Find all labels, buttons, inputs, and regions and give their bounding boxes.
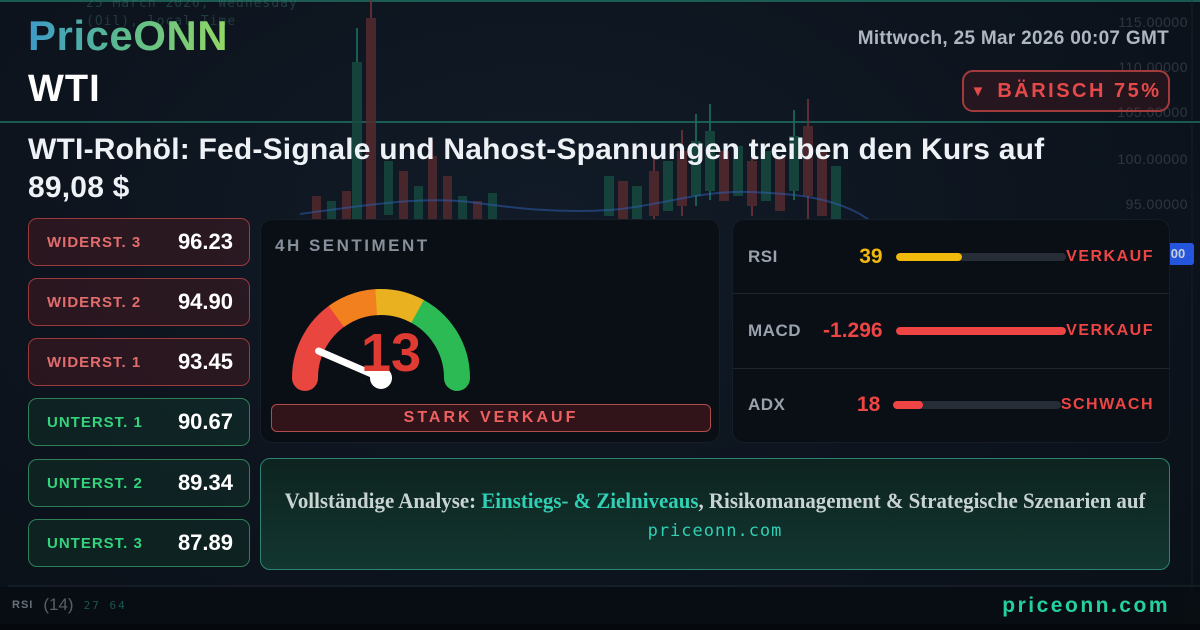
level-value: 93.45 bbox=[177, 349, 233, 374]
sentiment-value: 13 bbox=[361, 323, 422, 383]
level-value: 87.89 bbox=[177, 530, 233, 555]
rsi-watermark-values: 27 64 bbox=[83, 598, 127, 612]
indicator-bar-fill bbox=[895, 252, 963, 261]
level-label: WIDERST. 1 bbox=[47, 353, 142, 371]
indicator-name: ADX bbox=[748, 395, 786, 415]
sentiment-title: 4H SENTIMENT bbox=[275, 236, 430, 255]
banner-highlight: Einstiegs- & Zielniveaus bbox=[481, 487, 699, 513]
rsi-watermark-label: RSI bbox=[12, 599, 34, 611]
level-label: UNTERST. 1 bbox=[47, 413, 143, 431]
badge-label: BÄRISCH 75% bbox=[997, 79, 1162, 102]
indicator-row-rsi: RSI 39 VERKAUF bbox=[733, 220, 1169, 293]
level-value: 89.34 bbox=[177, 470, 233, 495]
axis-price-label: 115.00000 bbox=[1118, 14, 1188, 30]
banner-domain-link[interactable]: priceonn.com bbox=[647, 520, 783, 541]
headline: WTI-Rohöl: Fed-Signale und Nahost-Spannu… bbox=[28, 133, 1045, 204]
footer-site-link[interactable]: priceonn.com bbox=[1002, 594, 1170, 617]
current-price-tag: 00 bbox=[1162, 243, 1194, 265]
timestamp: Mittwoch, 25 Mar 2026 00:07 GMT bbox=[857, 28, 1169, 49]
rsi-watermark-period: (14) bbox=[43, 595, 74, 614]
priceonn-logo: PriceONN bbox=[28, 12, 229, 59]
level-value: 96.23 bbox=[177, 229, 233, 254]
level-resistance-1: WIDERST. 1 93.45 bbox=[28, 338, 250, 386]
level-value: 94.90 bbox=[177, 289, 233, 314]
chart-watermark-date: 25 March 2026, Wednesday bbox=[86, 0, 298, 11]
chart-rsi-watermark: RSI (14) 27 64 bbox=[12, 595, 127, 615]
level-resistance-3: WIDERST. 3 96.23 bbox=[28, 218, 250, 266]
indicators-panel: RSI 39 VERKAUF MACD -1.296 VERKAUF ADX 1… bbox=[732, 219, 1170, 443]
indicator-row-adx: ADX 18 SCHWACH bbox=[733, 367, 1169, 442]
axis-price-label: 100.00000 bbox=[1117, 151, 1188, 167]
indicator-status: VERKAUF bbox=[1066, 321, 1154, 339]
indicator-status: SCHWACH bbox=[1060, 396, 1154, 414]
gauge-needle bbox=[315, 347, 385, 382]
indicator-name: MACD bbox=[748, 320, 801, 340]
indicator-value: 18 bbox=[856, 393, 881, 417]
indicator-bar-fill bbox=[893, 401, 924, 410]
footer-strip: RSI (14) 27 64 priceonn.com bbox=[0, 587, 1200, 630]
level-label: UNTERST. 2 bbox=[47, 474, 143, 492]
sentiment-gauge bbox=[292, 288, 471, 391]
indicator-value: -1.296 bbox=[823, 318, 883, 342]
level-resistance-2: WIDERST. 2 94.90 bbox=[28, 278, 250, 326]
banner-prefix: Vollständige Analyse: bbox=[284, 487, 482, 513]
banner-text: Vollständige Analyse: Einstiegs- & Zieln… bbox=[285, 488, 1146, 514]
level-label: WIDERST. 3 bbox=[47, 233, 142, 251]
sentiment-panel: 4H SENTIMENT 13 STARK VERKAUF bbox=[260, 219, 720, 443]
level-value: 90.67 bbox=[177, 409, 233, 434]
axis-price-label: 95.00000 bbox=[1125, 196, 1188, 212]
indicator-status: VERKAUF bbox=[1066, 247, 1154, 265]
indicator-value: 39 bbox=[859, 244, 883, 268]
instrument-symbol: WTI bbox=[28, 68, 101, 110]
indicator-name: RSI bbox=[748, 246, 778, 266]
indicator-bar bbox=[893, 401, 1061, 410]
chart-watermark-symbol: (Oil), local Time bbox=[86, 14, 236, 29]
level-support-2: UNTERST. 2 89.34 bbox=[28, 459, 250, 507]
gauge-hub bbox=[370, 367, 392, 389]
indicator-bar bbox=[895, 326, 1067, 335]
indicator-bar-fill bbox=[895, 326, 1067, 335]
level-label: WIDERST. 2 bbox=[47, 293, 142, 311]
level-support-3: UNTERST. 3 87.89 bbox=[28, 519, 250, 567]
level-label: UNTERST. 3 bbox=[47, 534, 143, 552]
indicator-bar bbox=[895, 252, 1067, 261]
banner-suffix: , Risikomanagement & Strategische Szenar… bbox=[698, 487, 1146, 513]
indicator-row-macd: MACD -1.296 VERKAUF bbox=[733, 293, 1169, 367]
level-support-1: UNTERST. 1 90.67 bbox=[28, 398, 250, 446]
axis-price-label: 105.00000 bbox=[1117, 104, 1188, 120]
analysis-banner: Vollständige Analyse: Einstiegs- & Zieln… bbox=[260, 458, 1170, 570]
bearish-badge[interactable]: ▼ BÄRISCH 75% bbox=[962, 70, 1170, 112]
down-triangle-icon: ▼ bbox=[970, 82, 986, 100]
sentiment-signal-button[interactable]: STARK VERKAUF bbox=[271, 404, 711, 432]
